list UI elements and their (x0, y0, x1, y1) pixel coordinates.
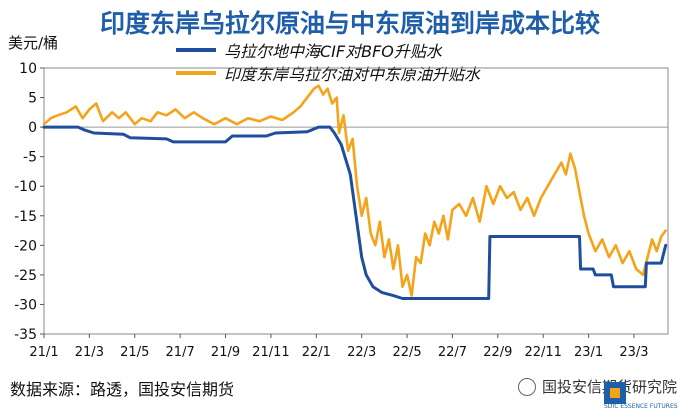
x-tick-label: 23/1 (574, 345, 603, 360)
y-tick-label: 0 (28, 120, 37, 136)
x-tick-label: 21/11 (252, 345, 289, 360)
logo-mark-icon (604, 382, 626, 404)
y-tick-label: -5 (23, 150, 37, 166)
y-tick-label: 5 (28, 91, 37, 107)
x-tick-label: 22/5 (392, 345, 421, 360)
y-tick-label: 10 (19, 61, 37, 77)
legend-item-series2: 印度东岸乌拉尔油对中东原油升贴水 (176, 61, 480, 84)
x-tick-label: 22/7 (438, 345, 467, 360)
x-tick-label: 21/1 (29, 345, 58, 360)
x-tick-label: 21/5 (120, 345, 149, 360)
wechat-icon (518, 377, 536, 396)
y-tick-label: -35 (14, 327, 37, 343)
legend-swatch-series1 (176, 47, 216, 52)
chart-legend: 乌拉尔地中海CIF对BFO升贴水 印度东岸乌拉尔油对中东原油升贴水 (176, 38, 480, 84)
legend-swatch-series2 (176, 70, 216, 75)
y-tick-label: -10 (14, 179, 37, 195)
x-tick-label: 23/3 (619, 345, 648, 360)
logo-text: SDIC ESSENCE FUTURES (604, 403, 678, 410)
x-tick-label: 21/3 (75, 345, 104, 360)
legend-item-series1: 乌拉尔地中海CIF对BFO升贴水 (176, 38, 480, 61)
y-axis-unit-label: 美元/桶 (8, 34, 59, 52)
y-tick-label: -30 (14, 297, 37, 313)
chart-title: 印度东岸乌拉尔原油与中东原油到岸成本比较 (99, 9, 600, 38)
plot-frame (43, 67, 669, 335)
x-tick-label: 22/1 (302, 345, 331, 360)
legend-label-series2: 印度东岸乌拉尔油对中东原油升贴水 (224, 64, 481, 84)
series-line-india-east (42, 84, 667, 297)
x-tick-label: 22/9 (483, 345, 512, 360)
x-tick-label: 22/3 (347, 345, 376, 360)
series-line-ural-med (42, 125, 668, 300)
x-tick-label: 22/11 (524, 345, 561, 360)
y-tick-label: -20 (14, 238, 37, 254)
x-tick-label: 21/7 (166, 345, 195, 360)
data-source-note: 数据来源：路透，国投安信期货 (10, 380, 235, 399)
y-tick-label: -15 (14, 209, 37, 225)
company-logo: SDIC ESSENCE FUTURES (604, 382, 696, 410)
y-tick-label: -25 (14, 268, 37, 284)
legend-label-series1: 乌拉尔地中海CIF对BFO升贴水 (224, 41, 442, 61)
x-tick-label: 21/9 (211, 345, 240, 360)
